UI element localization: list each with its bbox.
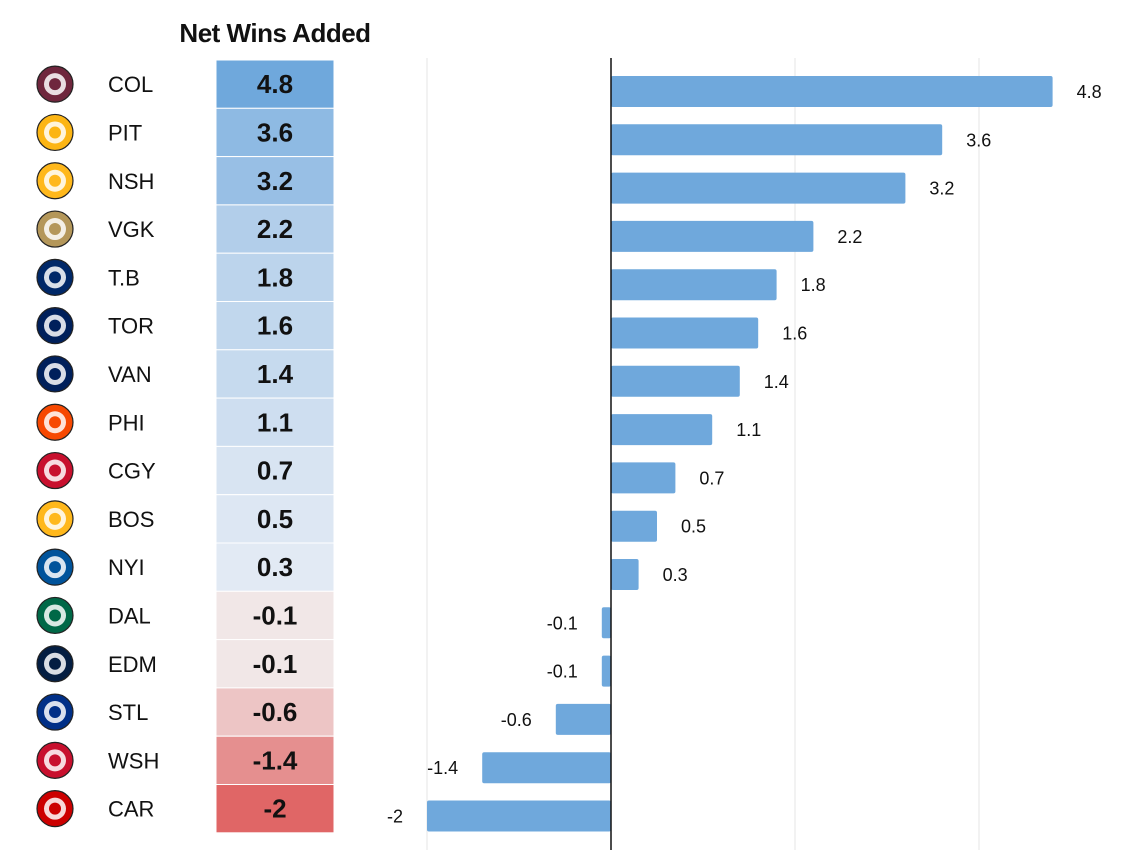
bar-value-label: -0.6 bbox=[501, 710, 532, 730]
team-label: BOS bbox=[108, 507, 154, 532]
team-label: NYI bbox=[108, 555, 145, 580]
bar bbox=[611, 269, 777, 301]
value-cell-label: 0.7 bbox=[257, 456, 293, 486]
value-cell bbox=[215, 59, 335, 109]
bar-value-label: 2.2 bbox=[837, 227, 862, 247]
bar-value-labels: 4.8 3.6 3.2 2.2 1.8 1.6 1.4 1.1 0.7 0.5 0.3 -0.1 -0.… bbox=[387, 82, 1102, 827]
bar bbox=[482, 752, 611, 784]
value-cell-label: -0.1 bbox=[253, 649, 298, 679]
team-logo-icon bbox=[36, 307, 74, 345]
bar bbox=[601, 607, 611, 639]
bar bbox=[611, 317, 759, 349]
bar bbox=[611, 414, 713, 446]
bar-value-label: 0.7 bbox=[699, 468, 724, 488]
team-label: VGK bbox=[108, 217, 155, 242]
value-cell-label: 1.6 bbox=[257, 311, 293, 341]
bar bbox=[611, 76, 1053, 107]
team-logo-icon bbox=[36, 596, 74, 635]
value-cell bbox=[215, 735, 335, 786]
team-label: STL bbox=[108, 700, 148, 725]
value-cell bbox=[215, 107, 335, 158]
value-cell bbox=[215, 252, 335, 302]
team-label: TOR bbox=[108, 314, 154, 339]
bar bbox=[611, 220, 814, 252]
team-label: PHI bbox=[108, 410, 145, 435]
team-logo-icon bbox=[36, 741, 74, 779]
team-logo-icon bbox=[36, 65, 74, 103]
bar bbox=[611, 124, 943, 156]
team-logo-icon bbox=[36, 790, 74, 828]
team-label: CAR bbox=[108, 797, 154, 822]
team-logo-icon bbox=[36, 403, 74, 441]
bar-value-label: 1.1 bbox=[736, 420, 761, 440]
value-cell-label: 1.1 bbox=[257, 407, 293, 437]
bar bbox=[611, 462, 676, 494]
bar bbox=[427, 800, 611, 832]
bar bbox=[611, 365, 740, 397]
value-cell bbox=[215, 784, 335, 834]
bar-value-label: 4.8 bbox=[1077, 82, 1102, 102]
value-cell-label: 1.4 bbox=[257, 359, 294, 389]
value-cell bbox=[215, 494, 335, 544]
bar-value-label: 1.4 bbox=[764, 372, 789, 392]
bar-value-label: -2 bbox=[387, 807, 403, 827]
bar-value-label: 0.3 bbox=[663, 565, 688, 585]
value-cell-label: -0.1 bbox=[253, 600, 298, 630]
value-cell bbox=[215, 687, 335, 737]
bar-value-label: 3.2 bbox=[929, 179, 954, 199]
team-logo-icon bbox=[36, 113, 74, 152]
value-cell bbox=[215, 301, 335, 351]
bar-value-label: 3.6 bbox=[966, 130, 991, 150]
bar-value-label: 1.6 bbox=[782, 324, 807, 344]
value-cell-label: -2 bbox=[263, 794, 286, 824]
team-label: EDM bbox=[108, 652, 157, 677]
value-cell-label: 3.6 bbox=[257, 117, 293, 147]
team-logo-icon bbox=[36, 162, 74, 200]
value-cell bbox=[215, 156, 335, 206]
team-logo-icon bbox=[36, 548, 74, 586]
team-label: CGY bbox=[108, 459, 156, 484]
team-logos bbox=[36, 65, 74, 828]
bar bbox=[611, 510, 657, 542]
bars bbox=[427, 76, 1053, 832]
team-logo-icon bbox=[36, 645, 74, 683]
team-logo-icon bbox=[36, 210, 74, 248]
team-label: T.B bbox=[108, 265, 140, 290]
bar bbox=[611, 172, 906, 204]
team-logo-icon bbox=[36, 355, 74, 393]
bar-value-label: 0.5 bbox=[681, 517, 706, 537]
team-label: COL bbox=[108, 72, 153, 97]
value-cell-label: -1.4 bbox=[253, 745, 298, 775]
team-logo-icon bbox=[36, 693, 74, 731]
bar bbox=[601, 655, 611, 687]
team-label: VAN bbox=[108, 362, 152, 387]
value-cell bbox=[215, 639, 335, 689]
bar-value-label: -0.1 bbox=[547, 613, 578, 633]
bar bbox=[611, 559, 639, 590]
value-cell-label: -0.6 bbox=[253, 697, 298, 727]
team-label: DAL bbox=[108, 603, 151, 628]
value-cell-label: 2.2 bbox=[257, 214, 293, 244]
team-logo-icon bbox=[36, 500, 74, 538]
value-cell-label: 3.2 bbox=[257, 166, 293, 196]
value-cell-label: 0.5 bbox=[257, 504, 293, 534]
table-header-title: Net Wins Added bbox=[179, 18, 371, 48]
value-cell-label: 0.3 bbox=[257, 552, 293, 582]
value-cells: 4.8 3.6 3.2 2.2 1.8 1.6 1.4 1.1 0.7 0.5 0.3 -0.1 -0.… bbox=[215, 59, 335, 834]
bar-value-label: 1.8 bbox=[801, 275, 826, 295]
bar-value-label: -1.4 bbox=[427, 758, 458, 778]
team-labels: COL PIT NSH VGK T.B TOR VAN PHI CGY BOS NYI DAL EDM S… bbox=[108, 72, 159, 822]
value-cell bbox=[215, 542, 335, 592]
value-cell bbox=[215, 204, 335, 254]
value-cell-label: 4.8 bbox=[257, 69, 293, 99]
team-label: PIT bbox=[108, 120, 142, 145]
team-label: NSH bbox=[108, 169, 154, 194]
bar-value-label: -0.1 bbox=[547, 662, 578, 682]
team-label: WSH bbox=[108, 748, 159, 773]
value-cell-label: 1.8 bbox=[257, 262, 293, 292]
team-logo-icon bbox=[36, 258, 74, 296]
bar bbox=[555, 703, 611, 735]
team-logo-icon bbox=[36, 451, 74, 490]
